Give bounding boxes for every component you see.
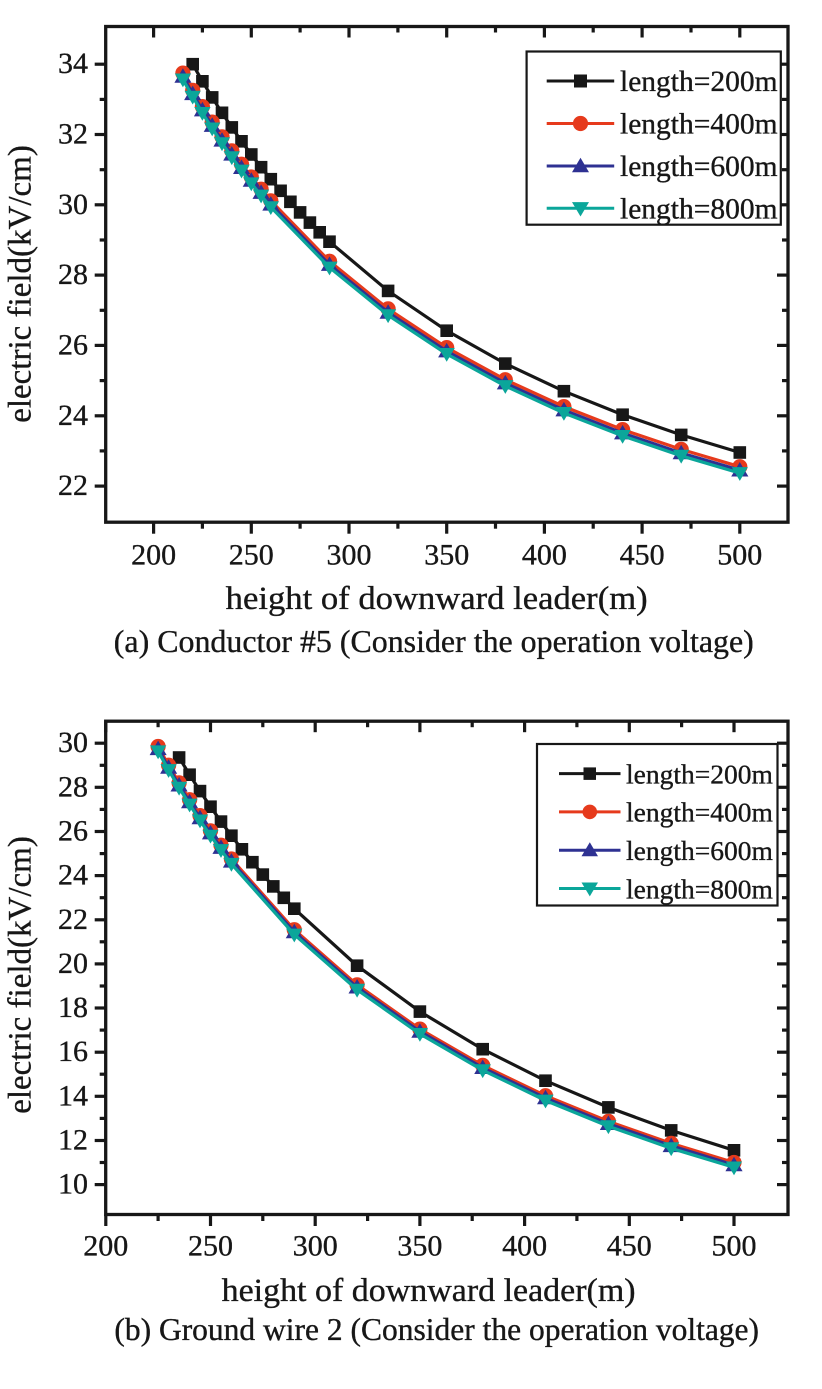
svg-text:32: 32 [58, 118, 88, 151]
svg-text:length=600m: length=600m [620, 151, 778, 183]
svg-text:300: 300 [327, 539, 372, 572]
svg-text:250: 250 [229, 539, 274, 572]
svg-text:electric field(kV/cm): electric field(kV/cm) [3, 836, 39, 1114]
svg-text:24: 24 [58, 399, 88, 432]
svg-text:length=800m: length=800m [620, 194, 778, 226]
svg-text:22: 22 [58, 903, 88, 936]
svg-text:450: 450 [620, 539, 665, 572]
svg-text:12: 12 [58, 1124, 88, 1157]
svg-text:22: 22 [58, 469, 88, 502]
svg-text:350: 350 [397, 1230, 442, 1263]
svg-text:length=200m: length=200m [626, 758, 773, 789]
svg-text:350: 350 [424, 539, 469, 572]
svg-text:14: 14 [58, 1079, 88, 1112]
svg-text:24: 24 [58, 859, 88, 892]
svg-text:electric field(kV/cm): electric field(kV/cm) [3, 145, 39, 423]
svg-text:26: 26 [58, 328, 88, 361]
svg-text:26: 26 [58, 815, 88, 848]
svg-text:500: 500 [712, 1230, 757, 1263]
svg-text:18: 18 [58, 991, 88, 1024]
svg-text:16: 16 [58, 1035, 88, 1068]
svg-text:200: 200 [131, 539, 176, 572]
svg-text:28: 28 [58, 258, 88, 291]
svg-text:250: 250 [188, 1230, 233, 1263]
svg-text:length=800m: length=800m [626, 873, 773, 904]
svg-text:200: 200 [83, 1230, 128, 1263]
svg-text:30: 30 [58, 726, 88, 759]
svg-text:length=600m: length=600m [626, 835, 773, 866]
svg-text:(b) Ground wire 2 (Consider th: (b) Ground wire 2 (Consider the operatio… [114, 1312, 759, 1347]
svg-text:450: 450 [607, 1230, 652, 1263]
svg-text:height of downward leader(m): height of downward leader(m) [222, 1273, 636, 1309]
svg-text:20: 20 [58, 947, 88, 980]
svg-text:30: 30 [58, 188, 88, 221]
svg-text:length=400m: length=400m [626, 797, 773, 828]
svg-text:34: 34 [58, 47, 88, 80]
svg-text:400: 400 [522, 539, 567, 572]
svg-text:400: 400 [502, 1230, 547, 1263]
svg-text:length=400m: length=400m [620, 109, 778, 141]
svg-text:300: 300 [293, 1230, 338, 1263]
svg-text:500: 500 [717, 539, 762, 572]
svg-text:10: 10 [58, 1168, 88, 1201]
svg-text:28: 28 [58, 770, 88, 803]
svg-text:length=200m: length=200m [620, 66, 778, 98]
svg-text:(a) Conductor #5 (Consider the: (a) Conductor #5 (Consider the operation… [114, 624, 754, 659]
svg-text:height of downward leader(m): height of downward leader(m) [226, 581, 648, 617]
